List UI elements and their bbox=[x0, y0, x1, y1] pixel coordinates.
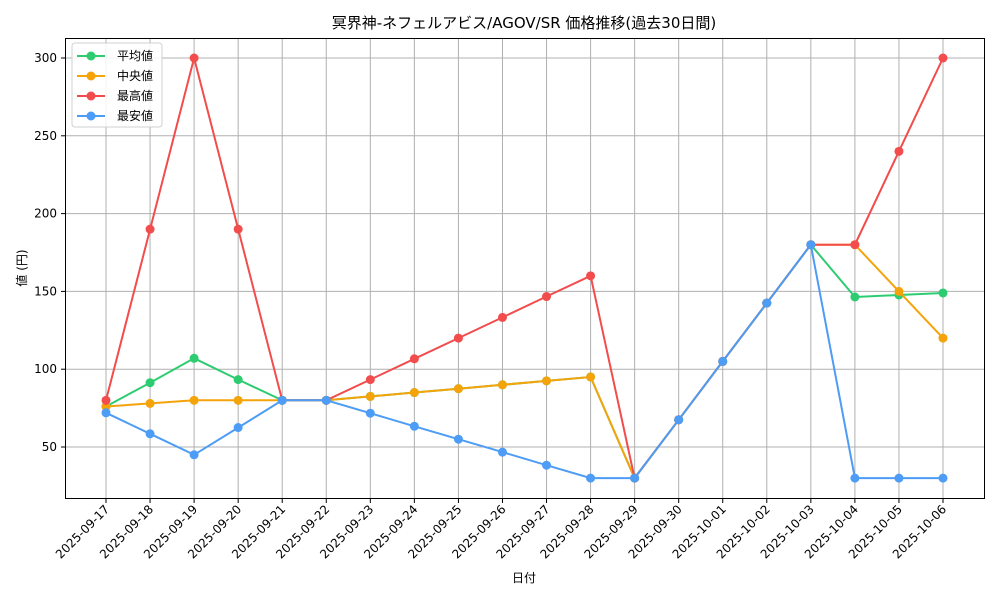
data-point[interactable] bbox=[101, 402, 111, 412]
y-tick-label: 250 bbox=[34, 129, 57, 143]
data-point[interactable] bbox=[586, 271, 596, 281]
data-point[interactable] bbox=[542, 460, 552, 470]
data-point[interactable] bbox=[233, 375, 243, 385]
data-point[interactable] bbox=[497, 380, 507, 390]
data-point[interactable] bbox=[894, 286, 904, 296]
data-point[interactable] bbox=[938, 288, 948, 298]
legend-item: 中央値 bbox=[77, 68, 153, 83]
data-point[interactable] bbox=[101, 408, 111, 418]
data-point[interactable] bbox=[365, 375, 375, 385]
data-point[interactable] bbox=[586, 372, 596, 382]
y-tick-label: 150 bbox=[34, 284, 57, 298]
data-point[interactable] bbox=[453, 434, 463, 444]
data-point[interactable] bbox=[409, 421, 419, 431]
data-point[interactable] bbox=[453, 333, 463, 343]
data-point[interactable] bbox=[806, 240, 816, 250]
data-point[interactable] bbox=[145, 378, 155, 388]
data-point[interactable] bbox=[542, 376, 552, 386]
series-3 bbox=[101, 240, 948, 483]
legend-box bbox=[71, 42, 163, 128]
data-point[interactable] bbox=[145, 429, 155, 439]
data-point[interactable] bbox=[233, 224, 243, 234]
data-point[interactable] bbox=[189, 353, 199, 363]
y-tick-label: 300 bbox=[34, 51, 57, 65]
data-point[interactable] bbox=[850, 292, 860, 302]
data-point[interactable] bbox=[189, 450, 199, 460]
data-point[interactable] bbox=[365, 391, 375, 401]
data-point[interactable] bbox=[938, 53, 948, 63]
data-point[interactable] bbox=[938, 473, 948, 483]
legend-item: 最安値 bbox=[77, 108, 153, 123]
data-point[interactable] bbox=[233, 423, 243, 433]
legend-item: 最高値 bbox=[77, 88, 153, 103]
legend-marker-icon bbox=[86, 51, 96, 61]
y-tick-label: 50 bbox=[42, 440, 57, 454]
series-lines bbox=[101, 53, 948, 483]
y-tick-label: 200 bbox=[34, 207, 57, 221]
legend-label: 最安値 bbox=[117, 108, 153, 123]
data-point[interactable] bbox=[850, 240, 860, 250]
y-axis-label: 値 (円) bbox=[14, 249, 29, 286]
series-line bbox=[105, 242, 943, 480]
data-point[interactable] bbox=[850, 473, 860, 483]
legend-label: 中央値 bbox=[117, 68, 153, 83]
data-point[interactable] bbox=[630, 473, 640, 483]
data-point[interactable] bbox=[189, 395, 199, 405]
legend-label: 平均値 bbox=[117, 48, 153, 63]
x-axis: 2025-09-172025-09-182025-09-192025-09-20… bbox=[53, 498, 949, 561]
y-tick-label: 100 bbox=[34, 362, 57, 376]
data-point[interactable] bbox=[277, 395, 287, 405]
data-point[interactable] bbox=[938, 333, 948, 343]
legend-marker-icon bbox=[86, 111, 96, 121]
data-point[interactable] bbox=[674, 415, 684, 425]
series-0 bbox=[101, 240, 948, 483]
x-axis-label: 日付 bbox=[512, 571, 536, 585]
data-point[interactable] bbox=[894, 146, 904, 156]
data-point[interactable] bbox=[453, 384, 463, 394]
data-point[interactable] bbox=[409, 354, 419, 364]
data-point[interactable] bbox=[542, 292, 552, 302]
data-point[interactable] bbox=[101, 395, 111, 405]
data-point[interactable] bbox=[321, 395, 331, 405]
data-point[interactable] bbox=[894, 473, 904, 483]
legend-label: 最高値 bbox=[117, 88, 153, 103]
data-point[interactable] bbox=[497, 447, 507, 457]
series-2 bbox=[101, 53, 948, 483]
y-axis: 50 100 150 200 250 300 bbox=[34, 51, 65, 454]
data-point[interactable] bbox=[145, 398, 155, 408]
data-point[interactable] bbox=[762, 298, 772, 308]
data-point[interactable] bbox=[189, 53, 199, 63]
data-point[interactable] bbox=[365, 408, 375, 418]
legend-marker-icon bbox=[86, 71, 96, 81]
legend-item: 平均値 bbox=[77, 48, 153, 63]
plot-frame bbox=[65, 38, 985, 499]
data-point[interactable] bbox=[586, 473, 596, 483]
data-point[interactable] bbox=[145, 224, 155, 234]
data-point[interactable] bbox=[409, 388, 419, 398]
legend-marker-icon bbox=[86, 91, 96, 101]
data-point[interactable] bbox=[233, 395, 243, 405]
data-point[interactable] bbox=[718, 356, 728, 366]
data-point[interactable] bbox=[497, 312, 507, 322]
series-1 bbox=[101, 240, 948, 483]
series-line bbox=[105, 57, 944, 481]
chart-title: 冥界神-ネフェルアビス/AGOV/SR 価格推移(過去30日間) bbox=[332, 14, 716, 32]
